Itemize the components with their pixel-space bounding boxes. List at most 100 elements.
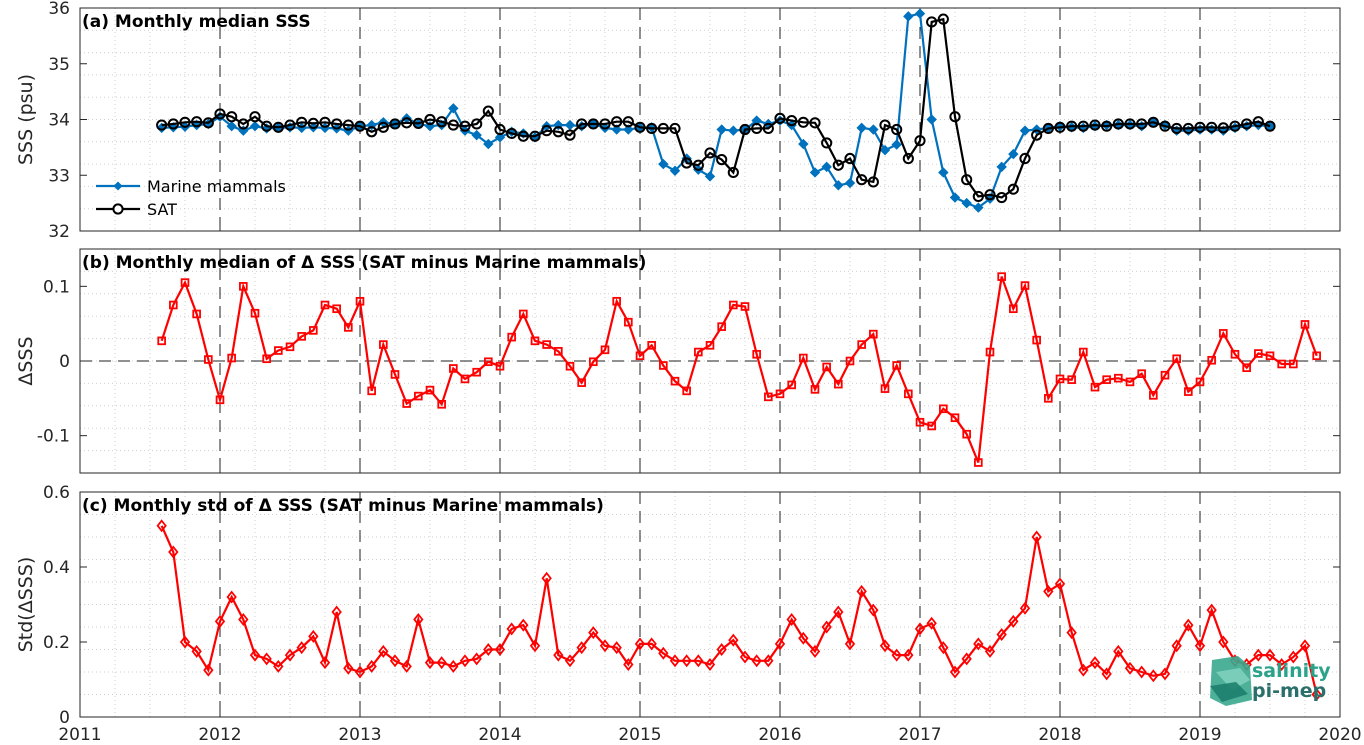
series-delta-sss (156, 519, 1322, 701)
data-point (1159, 120, 1171, 132)
data-point (902, 152, 914, 165)
panel-title: (c) Monthly std of Δ SSS (SAT minus Mari… (82, 496, 604, 516)
logo-text: salinity (1252, 660, 1331, 682)
data-point (1020, 281, 1030, 290)
data-point (389, 118, 401, 130)
data-point (1148, 669, 1159, 683)
data-point (1182, 122, 1194, 135)
data-point (1124, 118, 1136, 130)
data-point (728, 125, 739, 136)
data-point (215, 395, 225, 405)
data-point (752, 349, 761, 359)
data-point (868, 124, 879, 135)
data-point (169, 300, 178, 310)
data-point (1067, 375, 1076, 384)
data-point (1172, 354, 1181, 364)
data-point (390, 370, 400, 379)
data-point (366, 659, 377, 673)
data-point (879, 144, 891, 156)
data-point (973, 202, 984, 213)
data-point (997, 272, 1006, 281)
data-point (1009, 304, 1018, 314)
x-tick-label: 2019 (1178, 725, 1221, 745)
data-point (1055, 374, 1065, 384)
data-point (1124, 661, 1136, 675)
data-point (237, 118, 249, 130)
data-point (226, 111, 238, 123)
data-point (914, 622, 926, 636)
data-point (1137, 369, 1146, 378)
data-point (635, 351, 645, 361)
data-point (529, 130, 541, 142)
data-point (704, 171, 716, 182)
data-point (821, 161, 832, 173)
data-point (191, 644, 202, 658)
data-point (926, 114, 937, 125)
data-point (576, 641, 587, 655)
data-point (226, 590, 237, 604)
data-point (576, 118, 588, 130)
data-point (832, 159, 844, 171)
data-point (821, 137, 833, 149)
data-point (600, 345, 610, 355)
data-point (927, 421, 936, 431)
data-point (1242, 363, 1251, 373)
data-point (296, 116, 308, 128)
data-point (879, 119, 891, 131)
data-point (705, 341, 715, 350)
data-point (857, 340, 866, 349)
data-point (168, 122, 179, 133)
data-point (1253, 648, 1264, 662)
data-point (541, 571, 552, 585)
data-point (762, 122, 774, 135)
data-point (180, 278, 190, 287)
data-point (402, 399, 411, 408)
data-point (856, 122, 867, 134)
data-point (448, 103, 459, 114)
data-point (494, 132, 506, 143)
data-point (1008, 614, 1019, 628)
series-marine-mammals (156, 8, 1276, 213)
data-point (1054, 577, 1066, 591)
y-tick-label: 0.2 (43, 633, 70, 653)
data-point (168, 545, 179, 559)
data-point (517, 130, 529, 142)
data-point (658, 646, 669, 660)
data-point (821, 620, 832, 634)
data-point (1101, 120, 1113, 132)
data-point (751, 115, 762, 126)
data-point (599, 639, 611, 653)
data-point (1136, 665, 1147, 679)
data-point (974, 458, 983, 467)
data-point (787, 380, 796, 390)
data-point (692, 159, 704, 171)
data-point (459, 654, 471, 668)
data-point (284, 119, 296, 131)
data-point (623, 124, 634, 135)
data-point (389, 654, 401, 668)
data-point (367, 386, 376, 396)
data-point (296, 641, 307, 655)
data-point (611, 116, 623, 128)
data-point (809, 644, 821, 658)
x-axis: 2011 2012 2013 2014 2015 2016 2017 2018 2019 2020 (58, 725, 1361, 745)
data-point (506, 127, 518, 140)
data-point (519, 309, 528, 319)
data-point (157, 336, 166, 346)
data-point (950, 413, 960, 423)
data-point (179, 116, 191, 128)
data-point (587, 118, 599, 130)
x-tick-label: 2015 (618, 725, 661, 745)
data-point (319, 656, 331, 670)
panel-b: 0.1 0 -0.1 (b) Monthly median of Δ SSS (SAT… (15, 248, 1341, 474)
data-point (285, 342, 295, 352)
data-point (331, 605, 342, 619)
data-point (926, 16, 938, 28)
data-point (471, 129, 482, 141)
data-point (624, 317, 633, 327)
y-tick-label: 35 (48, 55, 70, 75)
data-point (204, 355, 213, 364)
y-tick-label: 32 (48, 222, 70, 242)
panel-title: (a) Monthly median SSS (82, 12, 311, 32)
